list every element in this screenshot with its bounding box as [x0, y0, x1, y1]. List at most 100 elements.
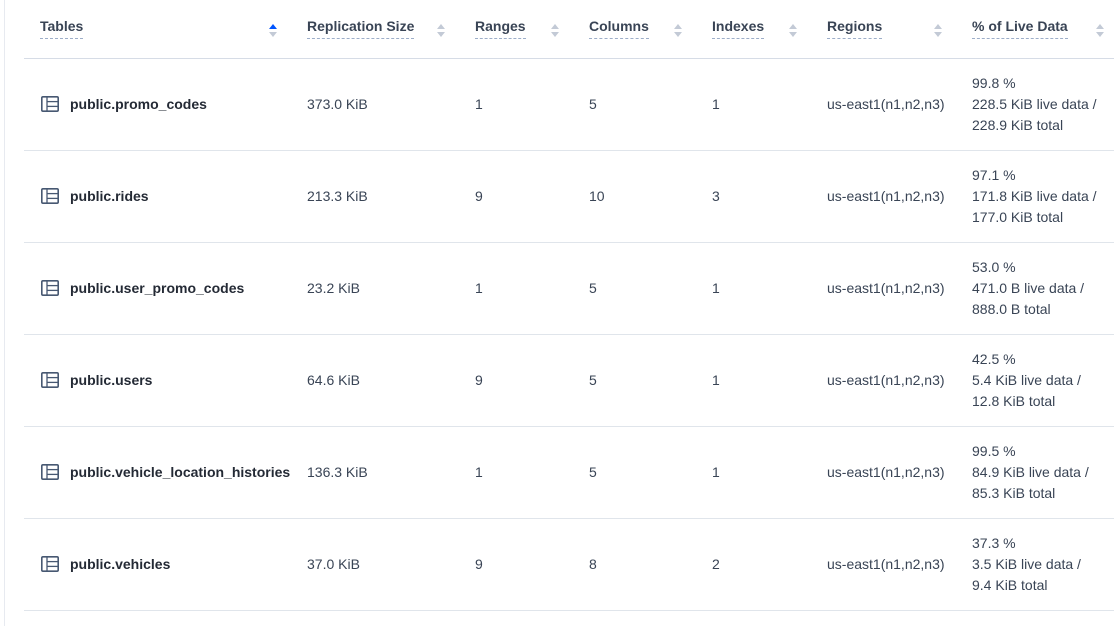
table-row: public.user_promo_codes 23.2 KiB 1 5 1 u…: [24, 242, 1114, 334]
sort-desc-icon: [437, 31, 445, 37]
table-name: public.rides: [70, 188, 149, 204]
table-icon: [40, 94, 60, 114]
sort-arrows-icon[interactable]: [674, 21, 682, 37]
live-data-percent: 97.1 %: [972, 166, 1016, 183]
indexes-cell: 1: [712, 372, 720, 388]
column-header-live-data[interactable]: % of Live Data: [972, 0, 1114, 58]
live-data-percent: 37.3 %: [972, 534, 1016, 551]
column-header-label: Indexes: [712, 18, 765, 40]
sort-desc-icon: [934, 31, 942, 37]
sort-arrows-icon[interactable]: [551, 21, 559, 37]
table-header-row: Tables Replication Size Ranges Colu: [24, 0, 1114, 58]
sort-arrows-icon[interactable]: [269, 21, 277, 37]
table-icon: [40, 554, 60, 574]
ranges-cell: 9: [475, 188, 483, 204]
regions-cell: us-east1(n1,n2,n3): [827, 372, 945, 388]
column-header-indexes[interactable]: Indexes: [712, 0, 827, 58]
columns-cell: 5: [589, 280, 597, 296]
regions-cell: us-east1(n1,n2,n3): [827, 556, 945, 572]
live-data-total: 9.4 KiB total: [972, 576, 1048, 593]
live-data-detail: 171.8 KiB live data /: [972, 187, 1097, 204]
table-name: public.vehicle_location_histories: [70, 464, 291, 480]
indexes-cell: 2: [712, 556, 720, 572]
column-header-replication-size[interactable]: Replication Size: [307, 0, 475, 58]
column-header-label: Replication Size: [307, 18, 415, 40]
column-header-label: Regions: [827, 18, 883, 40]
columns-cell: 10: [589, 188, 605, 204]
table-name-link[interactable]: public.vehicles: [40, 554, 307, 574]
columns-cell: 5: [589, 464, 597, 480]
column-header-ranges[interactable]: Ranges: [475, 0, 589, 58]
table-row: public.promo_codes 373.0 KiB 1 5 1 us-ea…: [24, 58, 1114, 150]
column-header-tables[interactable]: Tables: [24, 0, 307, 58]
ranges-cell: 9: [475, 556, 483, 572]
regions-cell: us-east1(n1,n2,n3): [827, 96, 945, 112]
live-data-cell: 37.3 % 3.5 KiB live data / 9.4 KiB total: [972, 518, 1114, 610]
sort-desc-icon: [269, 31, 277, 37]
table-icon: [40, 462, 60, 482]
columns-cell: 5: [589, 96, 597, 112]
indexes-cell: 1: [712, 464, 720, 480]
column-header-label: Columns: [589, 18, 649, 40]
indexes-cell: 3: [712, 188, 720, 204]
ranges-cell: 1: [475, 464, 483, 480]
column-header-label: Tables: [40, 18, 84, 40]
column-header-label: Ranges: [475, 18, 526, 40]
table-name-link[interactable]: public.rides: [40, 186, 307, 206]
table-row: public.users 64.6 KiB 9 5 1 us-east1(n1,…: [24, 334, 1114, 426]
sort-arrows-icon[interactable]: [934, 21, 942, 37]
live-data-total: 85.3 KiB total: [972, 484, 1056, 501]
table-name-link[interactable]: public.promo_codes: [40, 94, 307, 114]
replication-size-cell: 37.0 KiB: [307, 556, 360, 572]
table-name-link[interactable]: public.vehicle_location_histories: [40, 462, 307, 482]
table-row: public.vehicles 37.0 KiB 9 8 2 us-east1(…: [24, 518, 1114, 610]
sort-arrows-icon[interactable]: [789, 21, 797, 37]
sort-arrows-icon[interactable]: [437, 21, 445, 37]
replication-size-cell: 213.3 KiB: [307, 188, 368, 204]
replication-size-cell: 23.2 KiB: [307, 280, 360, 296]
live-data-total: 228.9 KiB total: [972, 116, 1064, 133]
live-data-cell: 99.5 % 84.9 KiB live data / 85.3 KiB tot…: [972, 426, 1114, 518]
columns-cell: 5: [589, 372, 597, 388]
regions-cell: us-east1(n1,n2,n3): [827, 280, 945, 296]
table-name: public.user_promo_codes: [70, 280, 245, 296]
live-data-detail: 228.5 KiB live data /: [972, 95, 1097, 112]
replication-size-cell: 373.0 KiB: [307, 96, 368, 112]
table-name: public.promo_codes: [70, 96, 207, 112]
table-name-cell: public.users: [24, 334, 307, 426]
table-icon: [40, 370, 60, 390]
sort-asc-icon: [1096, 23, 1104, 29]
live-data-cell: 53.0 % 471.0 B live data / 888.0 B total: [972, 242, 1114, 334]
sort-desc-icon: [789, 31, 797, 37]
sort-arrows-icon[interactable]: [1096, 21, 1104, 37]
sort-asc-icon: [551, 23, 559, 29]
table-name: public.vehicles: [70, 556, 171, 572]
regions-cell: us-east1(n1,n2,n3): [827, 464, 945, 480]
sort-asc-icon: [674, 23, 682, 29]
sort-asc-icon: [789, 23, 797, 29]
table-name-link[interactable]: public.users: [40, 370, 307, 390]
table-icon: [40, 278, 60, 298]
sort-desc-icon: [674, 31, 682, 37]
table-row: public.rides 213.3 KiB 9 10 3 us-east1(n…: [24, 150, 1114, 242]
ranges-cell: 9: [475, 372, 483, 388]
indexes-cell: 1: [712, 96, 720, 112]
table-name-cell: public.user_promo_codes: [24, 242, 307, 334]
table-name-link[interactable]: public.user_promo_codes: [40, 278, 307, 298]
live-data-total: 888.0 B total: [972, 300, 1051, 317]
live-data-total: 177.0 KiB total: [972, 208, 1064, 225]
column-header-regions[interactable]: Regions: [827, 0, 972, 58]
replication-size-cell: 136.3 KiB: [307, 464, 368, 480]
live-data-cell: 99.8 % 228.5 KiB live data / 228.9 KiB t…: [972, 58, 1114, 150]
replication-size-cell: 64.6 KiB: [307, 372, 360, 388]
panel-left-divider: [4, 0, 5, 626]
regions-cell: us-east1(n1,n2,n3): [827, 188, 945, 204]
column-header-columns[interactable]: Columns: [589, 0, 712, 58]
sort-desc-icon: [551, 31, 559, 37]
live-data-percent: 42.5 %: [972, 350, 1016, 367]
sort-desc-icon: [1096, 31, 1104, 37]
ranges-cell: 1: [475, 96, 483, 112]
sort-asc-icon: [269, 23, 277, 29]
live-data-cell: 97.1 % 171.8 KiB live data / 177.0 KiB t…: [972, 150, 1114, 242]
table-name: public.users: [70, 372, 153, 388]
